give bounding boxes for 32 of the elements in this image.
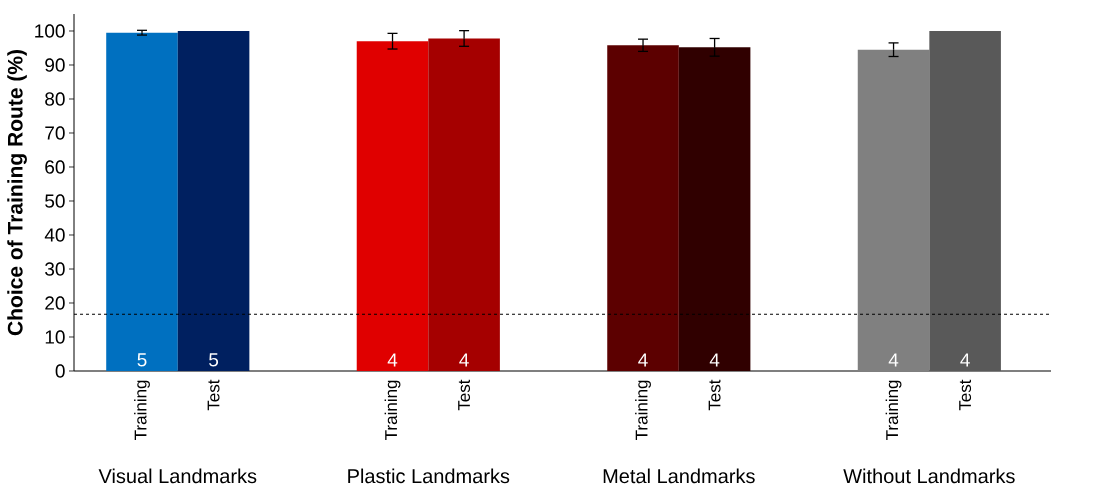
y-tick-label: 90	[45, 58, 65, 72]
annotation: 4	[709, 353, 720, 367]
annotation: 4	[387, 353, 398, 367]
x-tick-label: Training	[885, 380, 902, 440]
x-tick-label: Test	[458, 379, 471, 411]
text: Metal Landmarks	[603, 468, 755, 484]
y-tick-label: 50	[45, 194, 65, 208]
y-tick-label: 40	[44, 228, 65, 242]
y-tick-label: 0	[55, 364, 65, 378]
annotation: 5	[137, 353, 147, 367]
y-tick-label: 30	[45, 262, 65, 276]
text: Plastic Landmarks	[348, 468, 510, 484]
annotation: 4	[638, 353, 648, 367]
text: Without Landmarks	[843, 468, 1015, 484]
y-tick-label: 20	[45, 296, 65, 310]
x-tick-label: Training	[635, 380, 651, 440]
y-tick-label: 60	[45, 160, 65, 174]
y-axis-title: Choice of Training Route (%)	[7, 50, 27, 336]
text: Visual Landmarks	[98, 468, 257, 484]
y-tick-label: 100	[35, 24, 65, 38]
y-tick-label: 10	[45, 330, 65, 344]
y-tick-label: 70	[45, 126, 65, 140]
annotation: 5	[209, 353, 219, 367]
x-tick-label: Test	[959, 379, 972, 411]
x-tick-label: Test	[708, 379, 721, 411]
x-tick-label: Test	[207, 379, 220, 411]
y-tick-label: 80	[45, 92, 65, 106]
annotation: 4	[960, 353, 970, 367]
annotation: 4	[888, 353, 899, 367]
x-tick-label: Training	[384, 380, 401, 440]
x-tick-label: Training	[134, 380, 150, 440]
annotation: 4	[459, 353, 469, 367]
